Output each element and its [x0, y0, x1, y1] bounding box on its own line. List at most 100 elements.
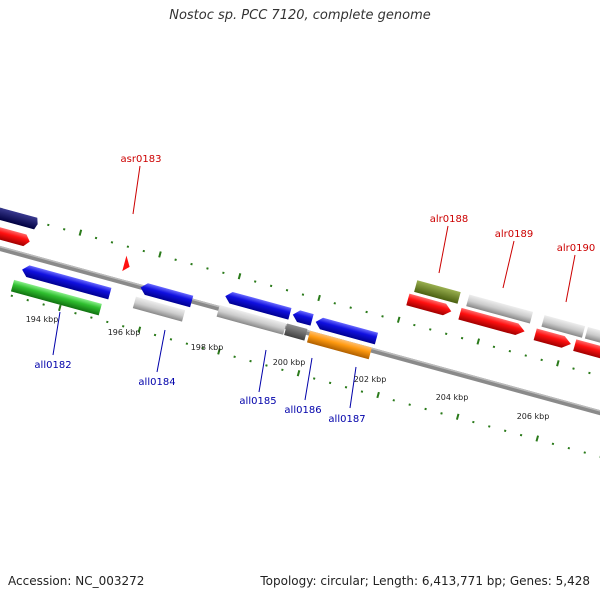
- scale-tick-lower: [535, 435, 540, 442]
- scale-label-202: 202 kbp: [354, 375, 387, 384]
- scale-tick-upper: [572, 367, 575, 370]
- gene-alr0188-arrow[interactable]: [406, 293, 453, 317]
- scale-tick-upper: [556, 360, 560, 367]
- gene-all0187-arrow[interactable]: [314, 316, 379, 345]
- scale-tick-lower: [472, 420, 475, 424]
- gene-block-red[interactable]: [0, 223, 31, 247]
- scale-tick-lower: [169, 338, 173, 341]
- scale-tick-upper: [524, 354, 527, 357]
- scale-tick-lower: [90, 316, 93, 319]
- scale-tick-lower: [10, 294, 14, 298]
- scale-tick-upper: [492, 345, 496, 349]
- scale-tick-lower: [408, 403, 411, 406]
- gene-label-all0186[interactable]: all0186: [284, 405, 321, 416]
- scale-tick-upper: [301, 293, 305, 296]
- scale-tick-lower: [74, 311, 77, 315]
- gene-all0186-arrow[interactable]: [291, 309, 314, 326]
- scale-tick-upper: [94, 236, 98, 240]
- scale-label-196: 196 kbp: [108, 328, 141, 337]
- gene-label-all0185[interactable]: all0185: [239, 396, 276, 407]
- scale-tick-upper: [253, 280, 257, 283]
- scale-tick-upper: [396, 316, 401, 323]
- gene-label-asr0183[interactable]: asr0183: [121, 154, 162, 165]
- scale-tick-lower: [42, 303, 45, 306]
- gene-alr0190-arrow[interactable]: [533, 328, 573, 349]
- gene-label-alr0189[interactable]: alr0189: [495, 229, 533, 240]
- scale-tick-upper: [237, 273, 242, 280]
- gene-label-alr0190[interactable]: alr0190: [557, 243, 595, 254]
- gene-label-all0187[interactable]: all0187: [328, 414, 365, 425]
- gene-all0182-arrow[interactable]: [21, 264, 112, 300]
- scale-tick-upper: [413, 323, 416, 327]
- scale-tick-lower: [488, 425, 491, 428]
- gene-all0182-block[interactable]: [10, 279, 102, 316]
- gene-all0186-block[interactable]: [284, 323, 308, 341]
- scale-tick-lower: [233, 355, 236, 358]
- scale-tick-upper: [206, 267, 209, 270]
- page-title: Nostoc sp. PCC 7120, complete genome: [169, 8, 431, 23]
- scale-tick-upper: [508, 349, 512, 353]
- gene-block-navy[interactable]: [0, 205, 39, 230]
- gene-block-red-right[interactable]: [573, 339, 600, 367]
- scale-tick-lower: [344, 386, 348, 389]
- label-leaders-forward: [132, 165, 576, 303]
- scale-tick-lower: [424, 407, 427, 411]
- scale-tick-upper: [540, 358, 543, 362]
- scale-tick-lower: [281, 368, 284, 372]
- scale-tick-upper: [365, 310, 368, 314]
- gene-all0184-arrow[interactable]: [139, 282, 194, 308]
- scale-tick-lower: [249, 359, 252, 363]
- gene-all0185-block[interactable]: [216, 305, 287, 335]
- accession-label: Accession: NC_003272: [8, 574, 145, 588]
- scale-tick-upper: [190, 262, 193, 266]
- scale-label-200: 200 kbp: [273, 358, 306, 367]
- scale-tick-lower: [519, 433, 523, 437]
- gene-label-alr0188[interactable]: alr0188: [430, 214, 468, 225]
- scale-tick-lower: [360, 390, 364, 393]
- gene-alr0189-arrow[interactable]: [458, 307, 526, 337]
- scale-tick-lower: [376, 391, 380, 399]
- gene-alr0189-grey[interactable]: [466, 294, 534, 324]
- scale-tick-lower: [106, 320, 109, 324]
- scale-tick-upper: [158, 251, 162, 258]
- scale-tick-lower: [217, 348, 221, 355]
- gene-all0184-block[interactable]: [132, 296, 186, 322]
- scale-tick-lower: [265, 364, 268, 367]
- scale-tick-upper: [429, 328, 432, 331]
- scale-tick-upper: [78, 229, 83, 236]
- scale-tick-upper: [333, 302, 337, 305]
- gene-alr0188-block[interactable]: [414, 280, 461, 304]
- scale-tick-lower: [58, 304, 62, 312]
- scale-tick-upper: [269, 284, 273, 288]
- label-leaders-reverse: [52, 311, 357, 409]
- scale-label-204: 204 kbp: [436, 393, 469, 402]
- scale-tick-lower: [551, 442, 555, 446]
- scale-tick-lower: [392, 399, 395, 402]
- scale-label-206: 206 kbp: [517, 412, 550, 421]
- scale-tick-lower: [121, 325, 125, 328]
- scale-tick-upper: [317, 294, 321, 302]
- gene-label-all0182[interactable]: all0182: [34, 360, 71, 371]
- scale-tick-upper: [381, 315, 384, 318]
- scale-ticks-lower: [10, 294, 600, 459]
- scale-tick-upper: [285, 289, 289, 292]
- scale-tick-upper: [476, 338, 481, 345]
- scale-tick-lower: [312, 377, 316, 380]
- scale-tick-upper: [142, 249, 146, 253]
- gene-asr0183[interactable]: [122, 255, 132, 273]
- scale-tick-upper: [460, 336, 464, 340]
- gene-alr0190-grey[interactable]: [541, 315, 586, 338]
- scale-tick-upper: [222, 271, 225, 275]
- genome-summary: Topology: circular; Length: 6,413,771 bp…: [260, 574, 590, 588]
- scale-tick-lower: [185, 342, 189, 345]
- gene-all0187-block[interactable]: [306, 330, 372, 360]
- scale-tick-lower: [567, 446, 571, 450]
- gene-label-all0184[interactable]: all0184: [138, 377, 175, 388]
- scale-tick-lower: [328, 381, 332, 385]
- scale-tick-lower: [296, 370, 301, 377]
- gene-block-grey-right[interactable]: [584, 326, 600, 353]
- gene-all0185-arrow[interactable]: [224, 290, 292, 320]
- scale-tick-lower: [153, 333, 157, 337]
- scale-tick-lower: [26, 298, 29, 302]
